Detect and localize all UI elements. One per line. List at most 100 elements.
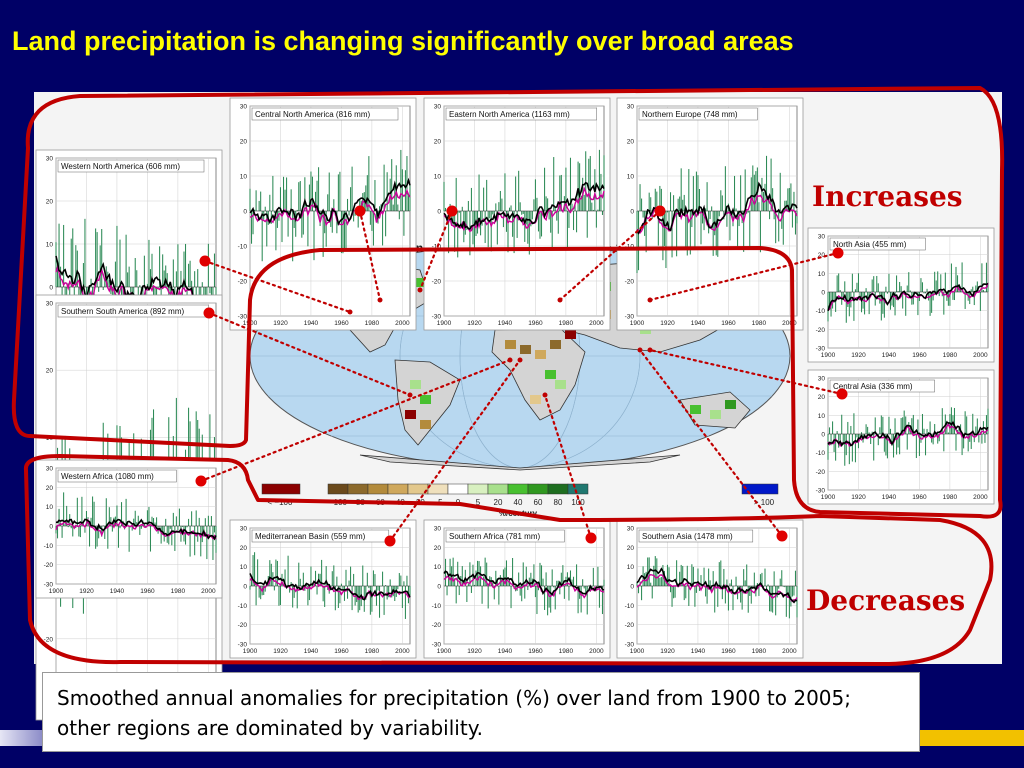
anomaly-bar — [900, 418, 902, 434]
anomaly-bar — [836, 275, 838, 292]
anomaly-bar — [972, 413, 974, 434]
land-africa — [491, 327, 586, 421]
anomaly-bar — [706, 586, 708, 604]
anomaly-bar — [75, 245, 77, 287]
legend-swatch — [447, 483, 469, 495]
y-tick-label: 20 — [818, 394, 826, 401]
anomaly-bar — [773, 571, 775, 586]
region-marker-dot — [446, 205, 458, 217]
anomaly-bar — [984, 291, 986, 292]
anomaly-bar — [796, 586, 798, 618]
anomaly-bar — [892, 292, 895, 308]
anomaly-bar — [844, 434, 846, 466]
smoothed-line-alt — [443, 575, 605, 599]
anomaly-bar — [213, 526, 216, 533]
y-tick-label: 20 — [46, 485, 54, 492]
anomaly-bar — [673, 195, 675, 211]
anomaly-bar — [261, 211, 263, 262]
x-tick-label: 2000 — [973, 494, 988, 501]
anomaly-bar — [987, 282, 989, 292]
anomaly-bar — [255, 190, 257, 211]
anomaly-bar — [250, 211, 253, 244]
y-tick-label: -20 — [432, 279, 442, 286]
anomaly-bar — [589, 586, 591, 592]
anomaly-bar — [209, 287, 211, 294]
anomaly-bar — [775, 211, 777, 244]
anomaly-bar — [188, 263, 190, 287]
x-tick-label: 1980 — [752, 320, 767, 327]
anomaly-bar — [143, 523, 145, 526]
anomaly-bar — [712, 211, 714, 256]
anomaly-bar — [525, 211, 527, 225]
anomaly-bar — [955, 434, 957, 451]
anomaly-bar — [753, 572, 755, 586]
anomaly-bar — [388, 586, 390, 598]
anomaly-bar — [871, 431, 873, 434]
anomaly-bar — [944, 272, 946, 292]
map-target-point — [347, 309, 353, 315]
y-tick-label: -20 — [238, 622, 248, 629]
anomaly-bar — [101, 229, 103, 287]
anomaly-bar — [131, 526, 133, 531]
anomaly-bar — [128, 526, 130, 552]
anomaly-bar — [950, 407, 952, 434]
anomaly-bar — [63, 492, 65, 526]
anomaly-bar — [790, 183, 792, 211]
anomaly-bar — [556, 211, 558, 221]
trend-cell — [555, 380, 566, 389]
anomaly-bar — [650, 197, 652, 211]
anomaly-bar — [729, 211, 731, 241]
anomaly-bar — [726, 211, 728, 227]
anomaly-bar — [889, 428, 892, 434]
anomaly-bar — [547, 198, 549, 211]
anomaly-bar — [600, 173, 602, 211]
anomaly-bar — [276, 560, 278, 586]
anomaly-bar — [935, 280, 937, 292]
anomaly-bar — [119, 526, 121, 529]
anomaly-bar — [900, 286, 902, 292]
anomaly-bar — [873, 276, 875, 292]
anomaly-bar — [78, 526, 80, 537]
anomaly-bar — [333, 565, 335, 586]
y-tick-label: 30 — [46, 156, 54, 163]
anomaly-bar — [378, 586, 381, 618]
label-increases: Increases — [812, 180, 963, 213]
anomaly-bar — [712, 571, 714, 586]
anomaly-bar — [365, 185, 367, 211]
anomaly-bar — [709, 580, 711, 586]
anomaly-bar — [958, 426, 960, 434]
anomaly-bar — [290, 582, 292, 586]
anomaly-bar — [348, 211, 350, 216]
anomaly-bar — [686, 565, 688, 586]
anomaly-bar — [579, 163, 581, 211]
anomaly-bar — [876, 275, 878, 292]
anomaly-bar — [947, 292, 949, 306]
trend-cell — [710, 410, 721, 419]
anomaly-bar — [755, 586, 757, 597]
y-tick-label: 30 — [46, 301, 54, 308]
legend-swatch — [547, 483, 569, 495]
region-marker-dot — [199, 255, 211, 267]
x-tick-label: 1920 — [273, 320, 288, 327]
anomaly-bar — [641, 586, 643, 601]
y-tick-label: 0 — [630, 584, 634, 591]
anomaly-bar — [877, 434, 879, 446]
x-tick-label: 2000 — [782, 648, 797, 655]
anomaly-bar — [838, 434, 840, 448]
anomaly-bar — [359, 198, 361, 211]
anomaly-bar — [683, 586, 685, 601]
anomaly-bar — [953, 407, 956, 434]
x-tick-label: 1960 — [334, 648, 349, 655]
y-tick-label: 0 — [243, 209, 247, 216]
anomaly-bar — [769, 211, 771, 220]
anomaly-bar — [498, 202, 500, 211]
map-target-point — [557, 297, 563, 303]
anomaly-bar — [717, 211, 719, 257]
anomaly-bar — [755, 171, 757, 211]
y-tick-label: 20 — [627, 545, 635, 552]
anomaly-bar — [583, 194, 585, 211]
anomaly-bar — [595, 211, 597, 228]
anomaly-bar — [487, 211, 489, 248]
anomaly-bar — [683, 194, 685, 211]
anomaly-bar — [793, 586, 795, 596]
